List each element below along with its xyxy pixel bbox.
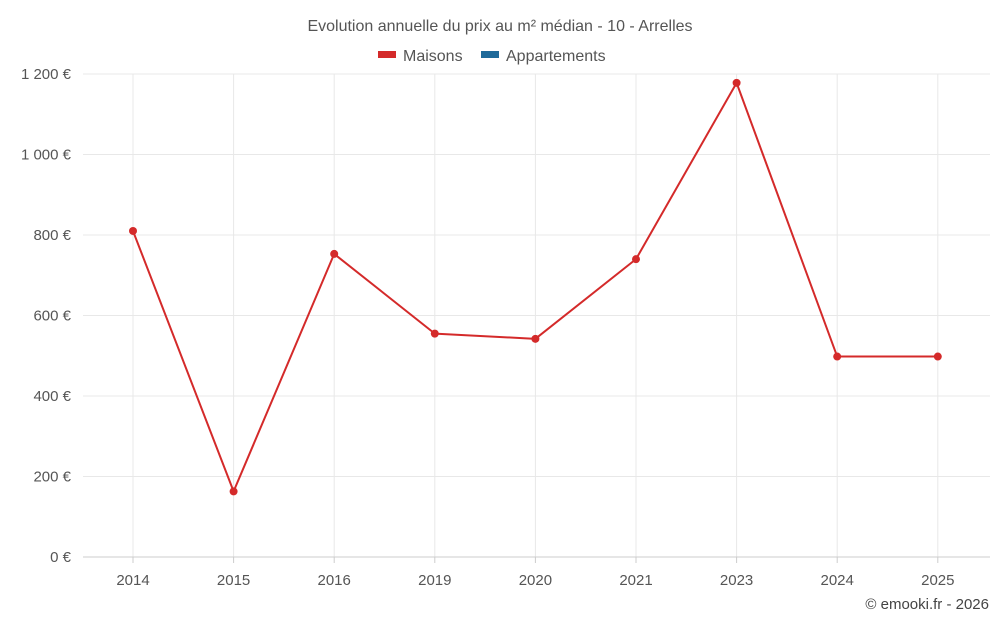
x-tick-label: 2019 [418,572,451,589]
y-tick-label: 400 € [33,388,71,405]
data-point-maisons-2024[interactable] [833,352,842,361]
data-point-maisons-2014[interactable] [129,226,137,235]
data-point-maisons-2016[interactable] [330,249,339,258]
data-point-maisons-2015[interactable] [229,487,238,496]
x-tick-label: 2014 [116,572,149,589]
series-maisons [129,78,942,496]
y-tick-label: 1 000 € [21,147,72,164]
data-point-maisons-2020[interactable] [531,334,540,343]
legend-label-maisons[interactable]: Maisons [403,48,463,65]
credit-text: © emooki.fr - 2026 [865,596,989,613]
y-tick-label: 0 € [50,549,72,566]
y-tick-label: 600 € [33,308,71,325]
x-tick-label: 2024 [821,572,854,589]
chart-title: Evolution annuelle du prix au m² médian … [307,18,692,35]
data-point-maisons-2021[interactable] [632,255,640,264]
x-tick-label: 2016 [318,572,351,589]
y-tick-label: 200 € [33,469,71,486]
data-point-maisons-2023[interactable] [732,78,741,87]
x-tick-label: 2020 [519,572,552,589]
x-tick-label: 2015 [217,572,250,589]
legend: Maisons Appartements [378,48,606,65]
x-tick-labels: 2014 2015 2016 2019 2020 2021 2023 2024 … [116,572,954,589]
x-tick-label: 2023 [720,572,753,589]
y-tick-labels: 0 € 200 € 400 € 600 € 800 € 1 000 € 1 20… [21,66,72,566]
x-tick-label: 2025 [921,572,954,589]
y-tick-label: 1 200 € [21,66,72,83]
data-point-maisons-2019[interactable] [430,329,439,338]
legend-swatch-maisons [378,51,396,58]
data-point-maisons-2025[interactable] [933,352,942,361]
legend-swatch-appartements [481,51,499,58]
y-gridlines [83,73,990,477]
y-tick-label: 800 € [33,227,71,244]
x-gridlines [132,74,939,563]
x-tick-label: 2021 [619,572,652,589]
legend-label-appartements[interactable]: Appartements [506,48,606,65]
